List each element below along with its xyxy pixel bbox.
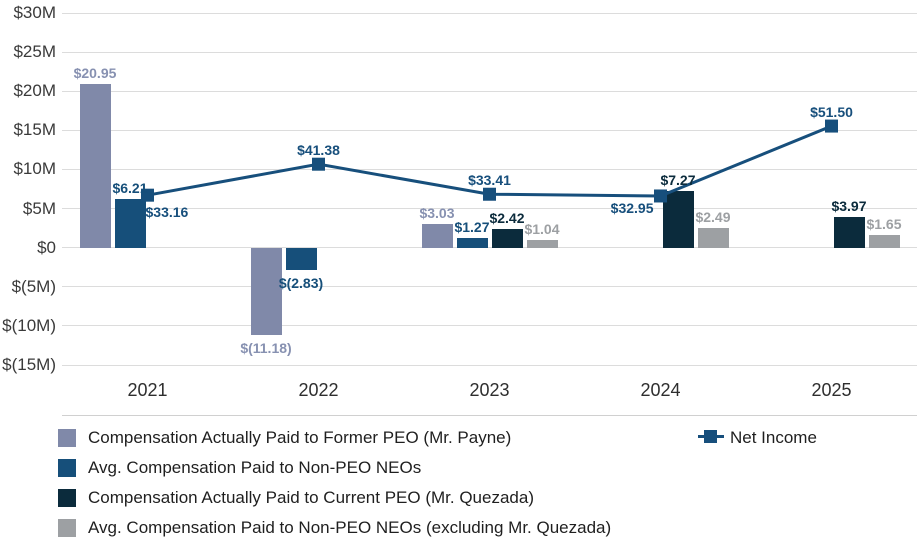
bar-value-label: $3.97 (831, 197, 867, 214)
y-axis-tick-label: $15M (13, 120, 56, 140)
bar-value-label: $2.49 (695, 209, 731, 226)
non-peo-neos-swatch-icon (58, 459, 76, 477)
net-income-label: $51.50 (810, 104, 853, 121)
y-axis-tick-label: $25M (13, 42, 56, 62)
y-axis-tick-label: $0 (37, 237, 56, 257)
bar-former-peo-2022 (250, 247, 282, 336)
current-peo-swatch-icon (58, 489, 76, 507)
bar-value-label: $7.27 (660, 171, 696, 188)
bar-former-peo-2023 (421, 223, 453, 248)
bar-current-peo-2024 (662, 190, 694, 248)
gridline (62, 12, 917, 14)
legend-label: Compensation Actually Paid to Former PEO… (88, 428, 512, 447)
bar-value-label: $1.27 (454, 218, 490, 235)
y-axis-tick-label: $(5M) (11, 276, 56, 296)
bar-non-peo-neos-2022 (285, 247, 317, 270)
bar-non-peo-neos-2021 (114, 199, 146, 248)
legend-label: Avg. Compensation Paid to Non-PEO NEOs (… (88, 518, 612, 537)
x-axis-label-2023: 2023 (469, 380, 510, 400)
gridline (62, 286, 917, 288)
y-axis-tick-label: $30M (13, 3, 56, 22)
legend-label: Compensation Actually Paid to Current PE… (88, 488, 534, 507)
bar-current-peo-2025 (833, 216, 865, 248)
y-axis-tick-label: $20M (13, 81, 56, 101)
net-income-label: $33.16 (145, 204, 189, 221)
legend-label: Avg. Compensation Paid to Non-PEO NEOs (88, 458, 422, 477)
y-axis-tick-label: $10M (13, 159, 56, 179)
bar-value-label: $3.03 (419, 204, 455, 221)
bar-former-peo-2021 (79, 83, 111, 248)
net-income-marker-2023 (483, 187, 496, 201)
gridline (62, 364, 917, 366)
net-income-label: $41.38 (297, 142, 340, 159)
y-axis-tick-label: $5M (22, 198, 56, 218)
net-income-label: $32.95 (610, 199, 654, 216)
net-income-legend-marker-icon (704, 430, 717, 443)
x-axis-label-2021: 2021 (127, 380, 168, 400)
net-income-legend-label: Net Income (730, 428, 817, 447)
gridline (62, 168, 917, 170)
bar-value-label: $6.21 (112, 180, 148, 197)
bar-value-label: $1.65 (866, 215, 902, 232)
gridline (62, 129, 917, 131)
legend-item-former-peo: Compensation Actually Paid to Former PEO… (58, 428, 511, 448)
gridline (62, 208, 917, 210)
x-axis-line (62, 415, 917, 416)
bar-value-label: $2.42 (489, 209, 525, 226)
bar-non-peo-neos-excl-2025 (868, 234, 900, 248)
bar-value-label: $(2.83) (278, 274, 324, 291)
legend-item-current-peo: Compensation Actually Paid to Current PE… (58, 488, 534, 508)
y-axis-tick-label: $(10M) (2, 315, 56, 335)
bar-current-peo-2023 (491, 228, 523, 248)
gridline (62, 325, 917, 327)
x-axis-label-2022: 2022 (298, 380, 339, 400)
bar-value-label: $(11.18) (240, 340, 292, 357)
bar-value-label: $1.04 (524, 220, 560, 237)
gridline (62, 247, 917, 249)
bar-non-peo-neos-2023 (456, 237, 488, 248)
bar-non-peo-neos-excl-2023 (526, 239, 558, 248)
y-axis-tick-label: $(15M) (2, 355, 56, 374)
bar-value-label: $20.95 (73, 64, 117, 81)
legend-item-non-peo-neos-excl: Avg. Compensation Paid to Non-PEO NEOs (… (58, 518, 611, 538)
bar-non-peo-neos-excl-2024 (697, 228, 729, 248)
x-axis-label-2024: 2024 (640, 380, 681, 400)
net-income-label: $33.41 (468, 172, 511, 189)
x-axis-label-2025: 2025 (811, 380, 852, 400)
legend-item-non-peo-neos: Avg. Compensation Paid to Non-PEO NEOs (58, 458, 421, 478)
gridline (62, 90, 917, 92)
former-peo-swatch-icon (58, 429, 76, 447)
gridline (62, 51, 917, 53)
non-peo-neos-excl-swatch-icon (58, 519, 76, 537)
